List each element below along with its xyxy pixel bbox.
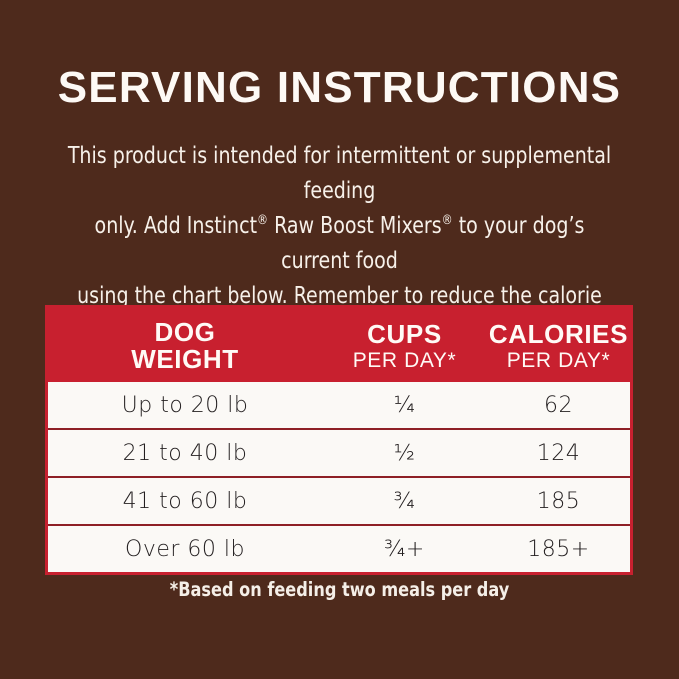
cell-calories-per-day: 185+ xyxy=(527,536,590,562)
column-header-dog-weight-line1: DOG xyxy=(154,317,216,348)
cell-calories-per-day: 62 xyxy=(544,392,573,418)
registered-mark-raw-boost-mixers: ® xyxy=(441,212,453,229)
column-header-cups-main: CUPS xyxy=(367,319,442,350)
intro-line-2-part-3: to your dog’s current food xyxy=(281,211,585,274)
table-header-row: DOG WEIGHT CUPS PER DAY* CALORIES PER DA… xyxy=(48,308,630,382)
table-row: Up to 20 lb ¼ 62 xyxy=(48,382,630,428)
cell-dog-weight: 41 to 60 lb xyxy=(122,488,248,514)
cell-dog-weight: Over 60 lb xyxy=(125,536,245,562)
intro-line-2-part-2: Raw Boost Mixers xyxy=(268,211,442,239)
column-header-calories: CALORIES PER DAY* xyxy=(487,321,630,371)
table-footnote: *Based on feeding two meals per day xyxy=(169,578,510,601)
cell-calories-per-day: 124 xyxy=(536,440,581,466)
cell-cups-per-day: ½ xyxy=(393,440,416,466)
column-header-dog-weight-line2: WEIGHT xyxy=(131,344,239,374)
table-row: Over 60 lb ¾+ 185+ xyxy=(48,524,630,572)
cell-cups-per-day: ¼ xyxy=(393,392,416,418)
column-header-cups-sub: PER DAY* xyxy=(352,348,457,372)
column-header-dog-weight: DOG WEIGHT xyxy=(48,319,322,372)
cell-dog-weight: 21 to 40 lb xyxy=(122,440,248,466)
column-header-calories-main: CALORIES xyxy=(488,319,629,350)
cell-calories-per-day: 185 xyxy=(536,488,581,514)
column-header-cups: CUPS PER DAY* xyxy=(322,321,487,371)
feeding-chart-table: DOG WEIGHT CUPS PER DAY* CALORIES PER DA… xyxy=(45,305,633,575)
intro-line-1: This product is intended for intermitten… xyxy=(67,141,612,204)
cell-cups-per-day: ¾+ xyxy=(384,536,425,562)
table-row: 21 to 40 lb ½ 124 xyxy=(48,428,630,476)
cell-dog-weight: Up to 20 lb xyxy=(121,392,249,418)
intro-line-2-part-1: only. Add Instinct xyxy=(94,211,258,239)
column-header-calories-sub: PER DAY* xyxy=(506,348,611,372)
table-row: 41 to 60 lb ¾ 185 xyxy=(48,476,630,524)
page-title: SERVING INSTRUCTIONS xyxy=(57,63,622,112)
cell-cups-per-day: ¾ xyxy=(393,488,416,514)
registered-mark-instinct: ® xyxy=(257,212,269,229)
